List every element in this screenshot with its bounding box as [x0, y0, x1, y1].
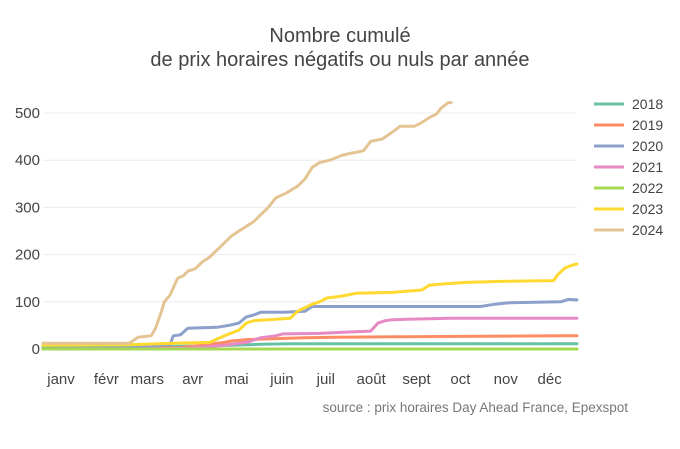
x-axis-tick-labels: janv févr mars avr mai juin juil août sept oct nov… — [46, 371, 562, 388]
series-line-2024 — [41, 101, 453, 345]
gridlines — [43, 112, 577, 303]
x-tick-label: févr — [94, 371, 119, 388]
series-line-2021 — [41, 316, 579, 351]
y-tick-label: 100 — [15, 294, 40, 311]
x-tick-label: mai — [224, 371, 248, 388]
legend-label-2024: 2024 — [632, 222, 663, 238]
y-axis-tick-labels: 0 100 200 300 400 500 — [15, 105, 40, 358]
series-lines — [41, 101, 579, 351]
y-tick-label: 400 — [15, 152, 40, 169]
x-tick-label: sept — [402, 371, 431, 388]
y-tick-label: 200 — [15, 247, 40, 264]
x-tick-label: oct — [450, 371, 471, 388]
legend-label-2021: 2021 — [632, 159, 663, 175]
y-tick-label: 0 — [32, 341, 40, 358]
x-tick-label: déc — [538, 371, 563, 388]
x-tick-label: août — [357, 371, 387, 388]
series-line-2023 — [41, 262, 579, 347]
x-tick-label: juin — [269, 371, 293, 388]
legend-label-2018: 2018 — [632, 96, 663, 112]
chart-title: Nombre cumulé de prix horaires négatifs … — [0, 24, 680, 72]
series-line-2020 — [41, 297, 579, 351]
chart-title-line-2: de prix horaires négatifs ou nuls par an… — [150, 49, 530, 71]
x-tick-label: mars — [131, 371, 164, 388]
legend-label-2023: 2023 — [632, 201, 663, 217]
legend-label-2020: 2020 — [632, 138, 663, 154]
y-tick-label: 500 — [15, 105, 40, 122]
source-note: source : prix horaires Day Ahead France,… — [322, 400, 628, 415]
legend-label-2019: 2019 — [632, 117, 663, 133]
legend-label-2022: 2022 — [632, 180, 663, 196]
x-tick-label: nov — [494, 371, 519, 388]
y-tick-label: 300 — [15, 199, 40, 216]
chart-title-line-1: Nombre cumulé — [269, 25, 411, 47]
x-tick-label: avr — [182, 371, 203, 388]
legend: 2018 2019 2020 2021 2022 2023 2024 — [594, 96, 663, 238]
x-tick-label: juil — [316, 371, 335, 388]
x-tick-label: janv — [46, 371, 75, 388]
